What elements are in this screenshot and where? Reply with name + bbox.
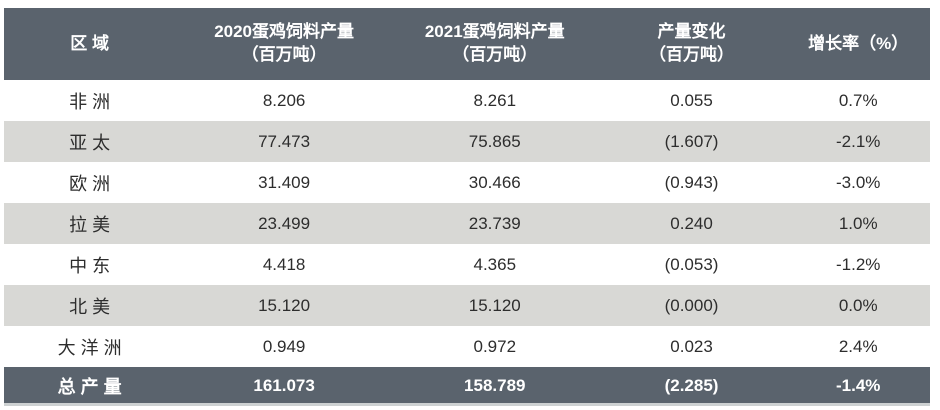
value-2020-cell: 23.499 [175,203,393,244]
value-2021-cell: 23.739 [392,203,597,244]
change-cell: 0.055 [596,80,787,121]
growth-cell: 0.7% [786,80,930,121]
total-growth-cell: -1.4% [786,367,930,404]
header-label: 增长率（%） [808,33,909,53]
total-2021-cell: 158.789 [392,367,597,404]
value-2020-cell: 8.206 [175,80,393,121]
table-row-latin-america: 拉 美 23.499 23.739 0.240 1.0% [4,203,930,244]
value-2021-cell: 0.972 [392,326,597,367]
table-row-middle-east: 中 东 4.418 4.365 (0.053) -1.2% [4,244,930,285]
header-unit: （百万吨） [452,45,538,64]
change-cell: (1.607) [596,121,787,162]
region-cell: 欧 洲 [4,162,176,203]
total-2020-cell: 161.073 [175,367,393,404]
change-cell: (0.943) [596,162,787,203]
growth-cell: -3.0% [786,162,930,203]
header-unit: （百万吨） [649,45,735,64]
value-2020-cell: 31.409 [175,162,393,203]
value-2020-cell: 77.473 [175,121,393,162]
growth-cell: 2.4% [786,326,930,367]
growth-cell: 0.0% [786,285,930,326]
value-2021-cell: 4.365 [392,244,597,285]
table-bottom-edge [4,403,930,406]
region-cell: 中 东 [4,244,176,285]
header-label: 2020蛋鸡饲料产量 [214,22,355,42]
header-label: 2021蛋鸡饲料产量 [424,22,565,42]
table-row-oceania: 大 洋 洲 0.949 0.972 0.023 2.4% [4,326,930,367]
change-cell: 0.023 [596,326,787,367]
growth-cell: 1.0% [786,203,930,244]
change-cell: (0.053) [596,244,787,285]
value-2021-cell: 15.120 [392,285,597,326]
header-cell-growth: 增长率（%） [786,8,930,80]
table-row-north-america: 北 美 15.120 15.120 (0.000) 0.0% [4,285,930,326]
region-cell: 北 美 [4,285,176,326]
feed-production-table: 区 域 2020蛋鸡饲料产量 （百万吨） 2021蛋鸡饲料产量 （百万吨） 产量… [4,8,930,404]
growth-cell: -2.1% [786,121,930,162]
total-change-cell: (2.285) [596,367,787,404]
region-cell: 大 洋 洲 [4,326,176,367]
change-cell: 0.240 [596,203,787,244]
header-cell-2020: 2020蛋鸡饲料产量 （百万吨） [175,8,393,80]
growth-cell: -1.2% [786,244,930,285]
header-cell-2021: 2021蛋鸡饲料产量 （百万吨） [392,8,597,80]
value-2020-cell: 4.418 [175,244,393,285]
value-2020-cell: 15.120 [175,285,393,326]
change-cell: (0.000) [596,285,787,326]
total-label-cell: 总 产 量 [4,367,176,404]
header-cell-region: 区 域 [4,8,176,80]
region-cell: 非 洲 [4,80,176,121]
value-2021-cell: 75.865 [392,121,597,162]
value-2021-cell: 30.466 [392,162,597,203]
header-unit: （百万吨） [241,45,327,64]
table-row-total: 总 产 量 161.073 158.789 (2.285) -1.4% [4,367,930,404]
region-cell: 拉 美 [4,203,176,244]
table-row-africa: 非 洲 8.206 8.261 0.055 0.7% [4,80,930,121]
region-cell: 亚 太 [4,121,176,162]
table-row-europe: 欧 洲 31.409 30.466 (0.943) -3.0% [4,162,930,203]
header-label: 产量变化 [657,22,726,42]
header-label: 区 域 [70,33,110,53]
value-2020-cell: 0.949 [175,326,393,367]
value-2021-cell: 8.261 [392,80,597,121]
table-row-asia-pacific: 亚 太 77.473 75.865 (1.607) -2.1% [4,121,930,162]
header-cell-change: 产量变化 （百万吨） [596,8,787,80]
table-header-row: 区 域 2020蛋鸡饲料产量 （百万吨） 2021蛋鸡饲料产量 （百万吨） 产量… [4,8,930,80]
